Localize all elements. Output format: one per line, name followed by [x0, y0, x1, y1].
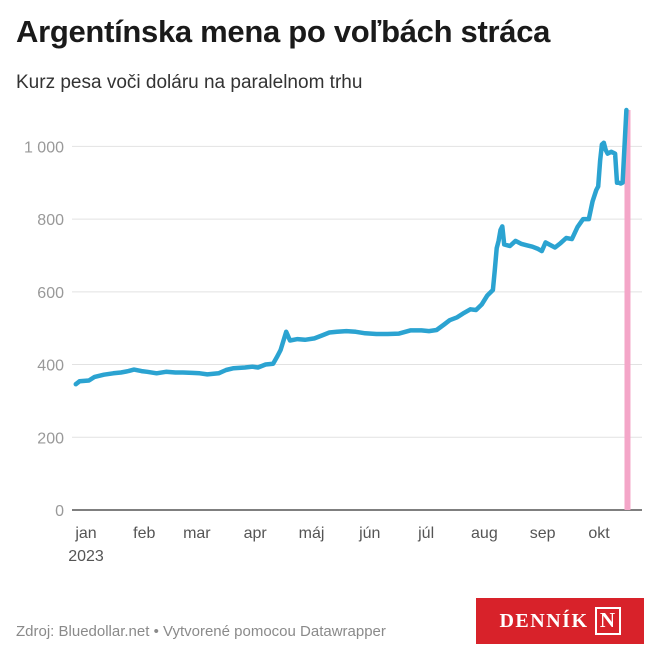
x-tick-label: sep: [530, 525, 556, 542]
x-tick-label: júl: [417, 525, 434, 542]
gridlines: [72, 145, 642, 511]
x-tick-year-label: 2023: [68, 548, 104, 565]
logo-text: DENNÍK: [499, 609, 589, 632]
x-tick-label: jan: [74, 525, 96, 542]
page-subtitle: Kurz pesa voči doláru na paralelnom trhu: [16, 72, 363, 93]
x-axis-labels: jan 2023 feb mar apr máj jún júl aug sep okt: [68, 525, 610, 565]
y-tick-label: 600: [37, 285, 64, 302]
x-tick-label: feb: [133, 525, 155, 542]
series-line: [73, 107, 629, 387]
y-tick-label: 0: [55, 503, 64, 520]
dennik-n-logo[interactable]: DENNÍK N: [476, 598, 644, 644]
x-tick-label: mar: [183, 525, 211, 542]
source-note: Zdroj: Bluedollar.net • Vytvorené pomoco…: [16, 623, 386, 640]
y-axis-labels: 0 200 400 600 800 1 000: [24, 139, 64, 520]
x-tick-label: máj: [299, 525, 325, 542]
x-tick-label: okt: [588, 525, 610, 542]
x-tick-label: aug: [471, 525, 498, 542]
y-tick-label: 800: [37, 212, 64, 229]
logo-mark: N: [594, 607, 621, 635]
series-layer: [73, 107, 629, 387]
y-tick-label: 400: [37, 358, 64, 375]
highlight-band: [624, 110, 631, 510]
x-tick-label: apr: [244, 525, 268, 542]
y-tick-label: 1 000: [24, 139, 64, 156]
x-tick-label: jún: [358, 525, 380, 542]
page-title: Argentínska mena po voľbách stráca: [16, 14, 551, 49]
highlight-band-layer: [624, 110, 631, 510]
y-tick-label: 200: [37, 430, 64, 447]
line-chart: 0 200 400 600 800 1 000 jan 2023 feb mar apr máj jú…: [24, 107, 642, 565]
